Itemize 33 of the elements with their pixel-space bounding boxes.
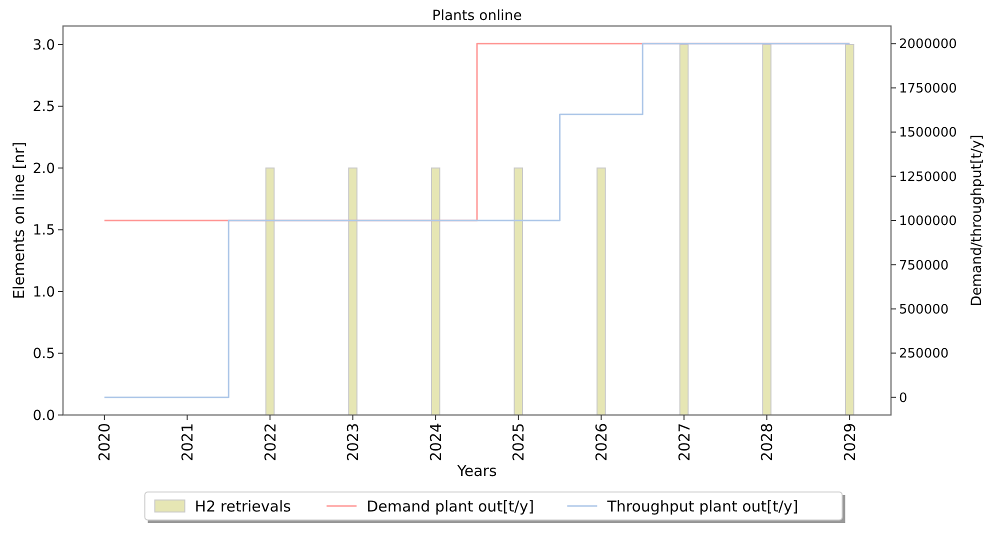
y2-tick-label: 2000000	[899, 37, 957, 52]
legend-label: Demand plant out[t/y]	[366, 497, 534, 516]
x-tick-label: 2028	[758, 423, 776, 462]
x-tick-label: 2021	[178, 423, 196, 462]
y2-tick-label: 1000000	[899, 214, 957, 230]
x-axis-title: Years	[456, 462, 497, 480]
y-tick-label: 0.0	[32, 408, 55, 424]
y-tick-label: 1.0	[32, 284, 55, 300]
x-tick-label: 2029	[840, 423, 859, 462]
y-tick-label: 0.5	[32, 346, 55, 362]
x-tick-label: 2022	[261, 423, 280, 462]
x-tick-label: 2027	[675, 423, 694, 462]
y2-tick-label: 500000	[899, 302, 949, 318]
chart-title: Plants online	[432, 8, 522, 24]
y2-tick-label: 750000	[899, 258, 949, 274]
y2-tick-label: 1500000	[899, 126, 957, 141]
x-tick-label: 2025	[510, 423, 528, 462]
x-tick-label: 2020	[96, 423, 114, 462]
y-tick-label: 2.0	[32, 160, 55, 177]
y-tick-label: 1.5	[32, 222, 55, 239]
y-tick-label: 2.5	[32, 99, 55, 116]
x-tick-label: 2023	[344, 423, 362, 462]
y2-tick-label: 0	[899, 390, 908, 406]
legend-label: Throughput plant out[t/y]	[606, 497, 798, 516]
x-tick-label: 2024	[426, 423, 445, 462]
y2-tick-label: 1750000	[899, 81, 957, 96]
y2-tick-label: 1250000	[899, 170, 957, 185]
legend-label: H2 retrievals	[194, 497, 292, 516]
y-axis-title: Elements on line [nr]	[10, 142, 28, 300]
y2-tick-label: 250000	[899, 346, 949, 362]
y2-axis-title: Demand/throughput[t/y]	[969, 134, 985, 306]
x-tick-label: 2026	[592, 423, 610, 462]
y-tick-label: 3.0	[32, 37, 55, 54]
